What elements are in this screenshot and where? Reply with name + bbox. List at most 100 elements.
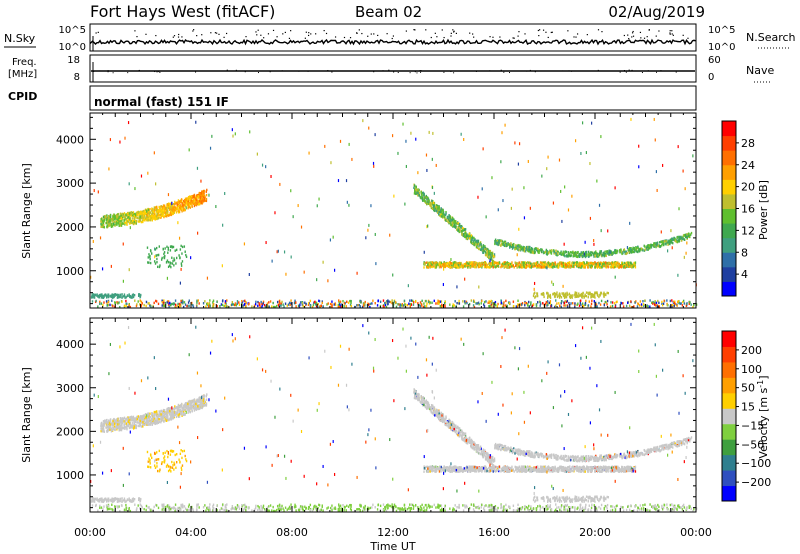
power-echo [151, 207, 153, 210]
nave-tick-top: 60 [708, 55, 721, 66]
power-noise [209, 146, 212, 150]
power-echo [100, 220, 102, 223]
power-echo [238, 301, 240, 304]
power-echo [185, 255, 188, 259]
power-echo [151, 208, 154, 211]
nsearch-dot [223, 36, 225, 38]
power-echo [263, 303, 266, 307]
power-noise [208, 193, 210, 197]
power-echo [153, 208, 155, 212]
power-echo [649, 244, 651, 247]
power-noise [391, 134, 394, 138]
power-echo [331, 300, 333, 303]
power-echo [107, 295, 110, 299]
power-echo [337, 305, 340, 309]
power-echo [532, 303, 535, 306]
nsearch-dot [323, 29, 325, 32]
power-echo [480, 246, 483, 249]
power-echo [178, 201, 180, 205]
nsearch-dot [173, 35, 176, 37]
power-echo [118, 224, 120, 228]
power-echo [160, 213, 162, 217]
power-echo [212, 305, 214, 308]
power-echo [462, 233, 465, 236]
power-noise [196, 166, 199, 170]
power-noise [265, 165, 267, 169]
power-echo [529, 251, 532, 254]
nave-dot [298, 70, 300, 72]
power-echo [161, 207, 164, 211]
power-echo [167, 204, 169, 208]
power-echo [632, 247, 634, 251]
power-echo [102, 225, 105, 229]
power-echo [519, 302, 521, 306]
power-echo [338, 305, 341, 309]
power-echo [509, 265, 511, 269]
station-title: Fort Hays West (fitACF) [90, 2, 275, 21]
power-echo [166, 211, 168, 214]
power-echo [266, 304, 269, 308]
power-echo [628, 265, 630, 268]
power-echo [603, 251, 605, 254]
power-noise [290, 189, 292, 193]
power-echo [156, 213, 158, 217]
power-echo [590, 250, 592, 254]
power-echo [627, 265, 629, 268]
power-echo [686, 236, 688, 239]
power-echo [602, 263, 604, 266]
power-echo [590, 293, 593, 296]
power-echo [177, 199, 180, 202]
power-echo [501, 239, 503, 243]
power-echo [479, 264, 482, 267]
power-echo [118, 221, 120, 225]
power-echo [138, 214, 140, 217]
power-echo [574, 295, 576, 299]
power-echo [682, 235, 684, 239]
power-echo [412, 299, 414, 303]
power-echo [547, 261, 550, 265]
nsearch-dot [177, 36, 180, 38]
power-echo [301, 302, 304, 305]
power-echo [174, 209, 176, 212]
power-echo [611, 301, 614, 304]
power-echo [164, 211, 167, 214]
power-echo [660, 240, 663, 244]
power-echo [537, 247, 539, 251]
power-noise [692, 154, 694, 158]
nsearch-dot [361, 32, 363, 35]
nsearch-dot [658, 30, 660, 32]
power-echo [112, 219, 114, 222]
power-echo [429, 261, 432, 264]
velocity-echo [199, 406, 202, 409]
power-noise [362, 119, 364, 123]
power-echo [508, 262, 511, 265]
power-echo [337, 303, 340, 307]
power-echo [158, 213, 160, 216]
power-echo [535, 248, 538, 252]
nave-dot [138, 70, 140, 72]
power-echo [569, 265, 571, 269]
power-echo [421, 304, 423, 307]
power-echo [257, 300, 259, 304]
power-echo [149, 304, 151, 307]
power-echo [444, 213, 447, 217]
power-noise [584, 240, 586, 244]
power-echo [668, 240, 670, 243]
power-echo [580, 251, 583, 254]
power-echo [196, 200, 198, 203]
power-echo [563, 293, 566, 297]
power-echo [584, 263, 587, 266]
power-noise [585, 151, 587, 155]
power-echo [578, 292, 580, 295]
power-echo [209, 303, 211, 307]
power-echo [455, 225, 457, 228]
power-echo [159, 208, 161, 211]
power-echo [180, 304, 182, 307]
power-echo [149, 249, 152, 252]
power-echo [683, 302, 686, 305]
power-echo [135, 304, 138, 308]
power-echo [673, 300, 675, 303]
power-echo [168, 213, 170, 217]
power-echo [149, 217, 151, 220]
power-echo [489, 305, 491, 308]
